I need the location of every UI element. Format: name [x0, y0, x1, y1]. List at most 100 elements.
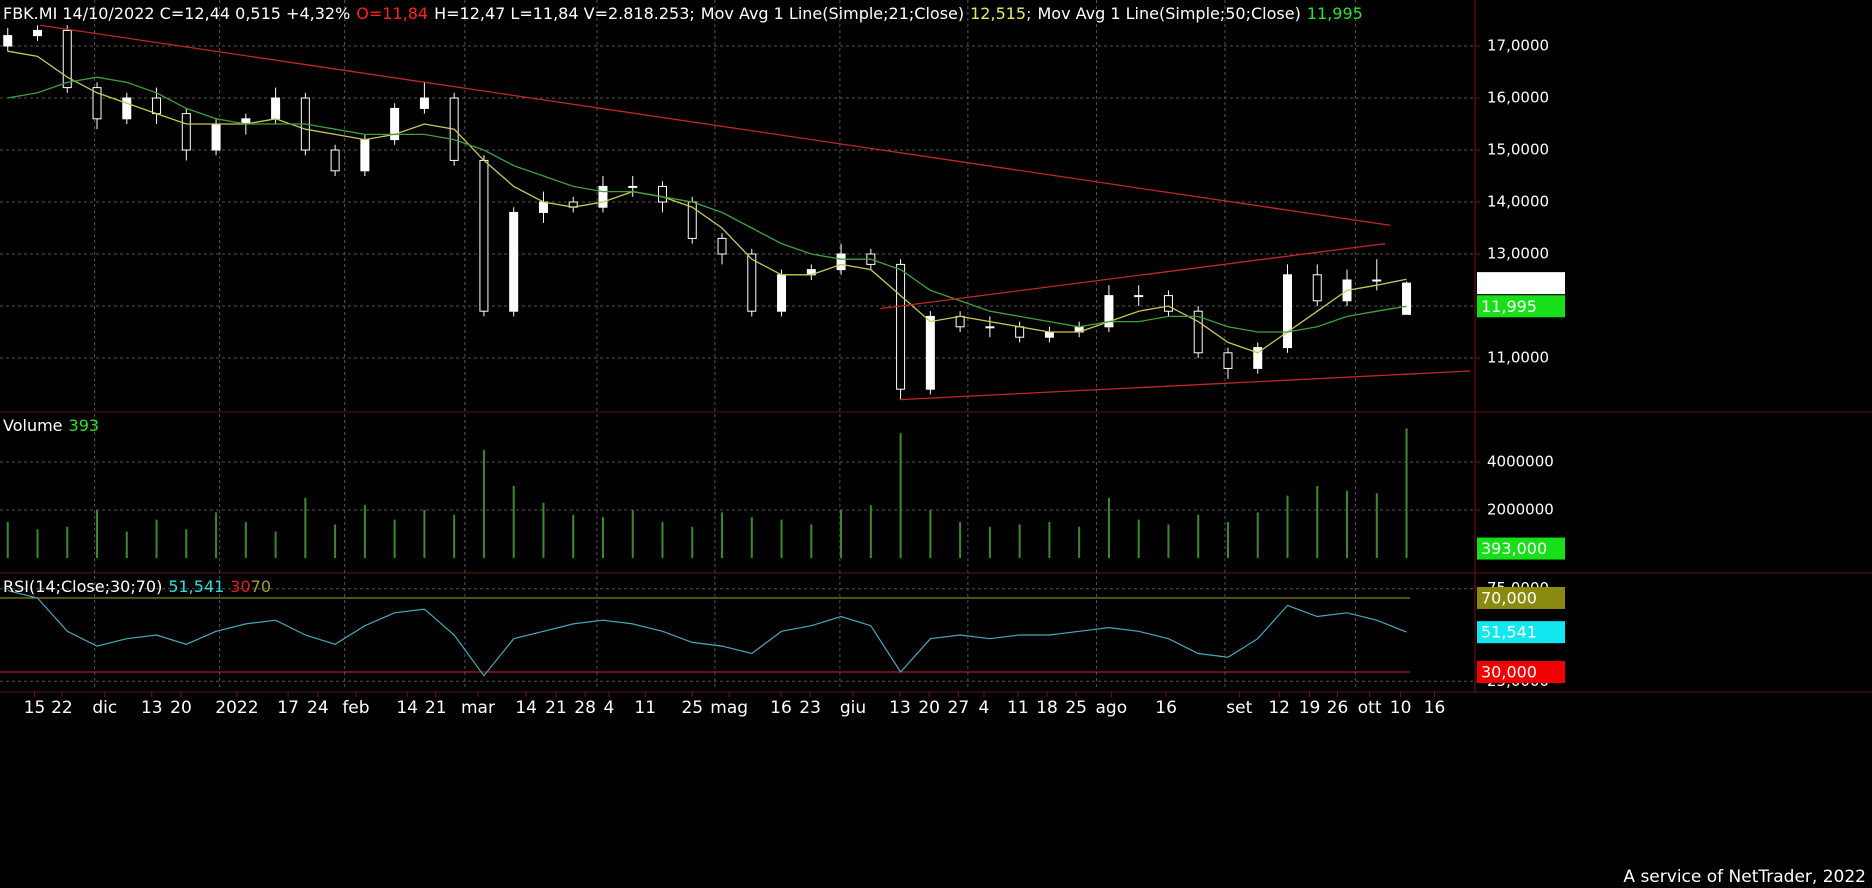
- candle-body: [1193, 310, 1203, 354]
- volume-bar: [1346, 490, 1349, 558]
- trendline: [880, 242, 1386, 310]
- volume-bar: [929, 510, 932, 558]
- volume-bar: [601, 517, 604, 558]
- trendline: [39, 24, 1391, 227]
- x-tick-label: 20: [170, 698, 192, 718]
- x-tick-label: feb: [342, 698, 369, 718]
- candle-body: [747, 253, 757, 312]
- volume-bar: [1018, 524, 1021, 558]
- candle-body: [33, 29, 42, 37]
- candle-body: [1372, 279, 1382, 282]
- x-tick-label: 15: [24, 698, 46, 718]
- y-tick-label: 11,0000: [1487, 349, 1549, 367]
- volume-bar: [215, 512, 218, 558]
- x-tick-label: dic: [92, 698, 117, 718]
- volume-bar: [899, 433, 902, 558]
- volume-bar: [810, 524, 813, 558]
- volume-bar: [423, 510, 426, 558]
- x-tick-label: 10: [1390, 698, 1412, 718]
- volume-bar: [1316, 486, 1319, 558]
- y-tick-label: 16,0000: [1487, 89, 1549, 107]
- x-tick-label: 14: [396, 698, 418, 718]
- mark-layer: [0, 24, 1471, 677]
- price-tag-label: 70,000: [1481, 588, 1537, 607]
- candle-body: [658, 185, 667, 203]
- x-tick-label: 22: [51, 698, 73, 718]
- volume-bar: [453, 514, 456, 558]
- volume-bar: [959, 522, 962, 558]
- volume-bar: [1256, 512, 1259, 558]
- y-tick-label: 17,0000: [1487, 37, 1549, 55]
- x-tick-label: mar: [461, 698, 495, 718]
- y-tick-label: 2000000: [1487, 501, 1554, 519]
- moving-average: [7, 50, 1407, 354]
- price-tag: [1477, 621, 1565, 644]
- y-tick-label: 4000000: [1487, 453, 1554, 471]
- candle-body: [419, 97, 429, 109]
- candle-body: [62, 29, 72, 89]
- price-tag-label: 11,995: [1481, 297, 1537, 316]
- price-tag: [1477, 272, 1565, 295]
- x-tick-label: 17: [277, 698, 299, 718]
- x-tick-label: 20: [918, 698, 940, 718]
- candle-body: [538, 201, 548, 213]
- header-part: 12,515;: [970, 4, 1031, 23]
- volume-bar: [1375, 493, 1378, 558]
- header-part: O=11,84: [356, 4, 428, 23]
- candle-body: [1253, 347, 1263, 369]
- y-tick-label: 13,0000: [1487, 245, 1549, 263]
- x-tick-label: 14: [515, 698, 537, 718]
- candle-body: [1015, 326, 1025, 338]
- candle-body: [628, 185, 638, 188]
- x-tick-label: giu: [840, 698, 866, 718]
- volume-bar: [780, 519, 783, 558]
- volume-bar: [125, 531, 128, 558]
- volume-bar: [691, 526, 694, 558]
- tag-layer: 12,4400 11,995 393,000 70,000 51,541 30,000: [1477, 272, 1565, 684]
- panel-last: 393: [69, 416, 100, 435]
- volume-bar: [1286, 495, 1289, 558]
- volume-bar: [750, 517, 753, 558]
- header-part: Mov Avg 1 Line(Simple;50;Close): [1038, 4, 1301, 23]
- price-tag-label: 12,4400: [1481, 274, 1547, 293]
- candle-body: [836, 253, 846, 271]
- volume-bar: [66, 526, 69, 558]
- x-tick-label: 16: [1424, 698, 1446, 718]
- volume-bar: [1107, 498, 1110, 558]
- volume-bar: [155, 519, 158, 558]
- volume-bar: [36, 529, 39, 558]
- candle-body: [777, 274, 787, 312]
- header-part: 11,995: [1307, 4, 1363, 23]
- volume-bar: [1048, 522, 1051, 558]
- level-legend: 30: [230, 577, 250, 596]
- header-part: Mov Avg 1 Line(Simple;21;Close): [701, 4, 964, 23]
- volume-bar: [482, 450, 485, 558]
- volume-bar: [1078, 526, 1081, 558]
- volume-bar: [1137, 519, 1140, 558]
- x-tick-label: 21: [425, 698, 447, 718]
- price-tag: [1477, 295, 1565, 318]
- volume-bar: [869, 505, 872, 558]
- y-tick-label: 15,0000: [1487, 141, 1549, 159]
- header: FBK.MI 14/10/2022 C=12,44 0,515 +4,32% O=…: [3, 4, 1363, 23]
- volume-bar: [512, 486, 515, 558]
- price-tag-label: 393,000: [1481, 539, 1547, 558]
- level-legend: 70: [251, 577, 271, 596]
- x-tick-label: ott: [1358, 698, 1382, 718]
- candle-body: [1283, 274, 1292, 349]
- candle-body: [1134, 295, 1144, 298]
- volume-bar: [1405, 428, 1408, 558]
- y-tick-label: 14,0000: [1487, 193, 1549, 211]
- volume-bar: [721, 512, 724, 558]
- volume-bar: [631, 510, 634, 558]
- price-tag: [1477, 586, 1565, 609]
- x-tick-label: 24: [307, 698, 329, 718]
- x-tick-label: 12: [1268, 698, 1290, 718]
- candle-body: [925, 315, 935, 390]
- x-tick-label: 4: [979, 698, 990, 718]
- candle-body: [896, 263, 906, 390]
- header-part: FBK.MI 14/10/2022 C=12,44 0,515 +4,32%: [3, 4, 350, 23]
- panel-last: 51,541: [168, 577, 224, 596]
- x-tick-label: 23: [799, 698, 821, 718]
- volume-bar: [840, 510, 843, 558]
